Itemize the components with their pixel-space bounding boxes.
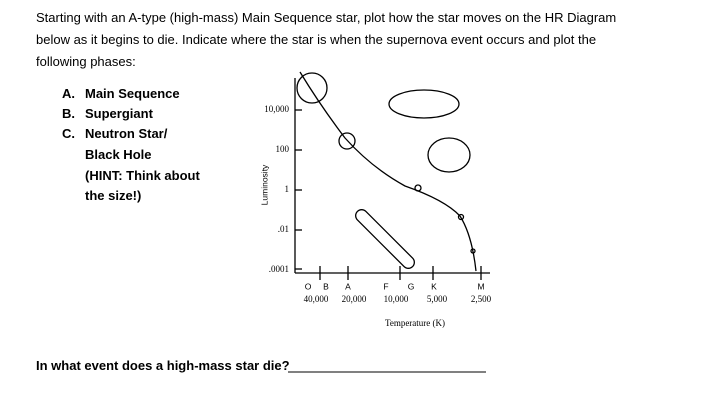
hint: (HINT: Think about — [85, 168, 200, 183]
y-tick-label: .01 — [278, 224, 289, 234]
phase-letter: A. — [62, 86, 75, 101]
temperature-label: 40,000 — [304, 294, 329, 304]
spectral-class: B — [323, 281, 329, 291]
y-tick-label: .0001 — [269, 264, 289, 274]
x-axis-label: Temperature (K) — [385, 318, 445, 328]
y-tick-label: 10,000 — [264, 104, 289, 114]
instruction-line: Starting with an A-type (high-mass) Main… — [36, 10, 617, 25]
star-ellipse — [388, 89, 460, 119]
temperature-label: 20,000 — [342, 294, 367, 304]
spectral-class: M — [477, 281, 484, 291]
star-circle — [457, 213, 465, 221]
star-circle — [414, 184, 422, 192]
question: In what event does a high-mass star die? — [36, 358, 290, 373]
phase-text: Main Sequence — [85, 86, 180, 101]
star-ellipse — [427, 137, 471, 173]
spectral-class: K — [431, 281, 437, 291]
star-circle — [470, 248, 476, 254]
y-axis-ticks — [295, 109, 302, 270]
phase-text: Black Hole — [85, 147, 152, 162]
y-tick-label: 1 — [285, 184, 290, 194]
temperature-label: 5,000 — [427, 294, 448, 304]
spectral-class: O — [305, 281, 312, 291]
spectral-class: G — [408, 281, 415, 291]
phase-text: Supergiant — [85, 106, 153, 121]
spectral-class: F — [383, 281, 388, 291]
temperature-label: 10,000 — [384, 294, 409, 304]
spectral-class: A — [345, 281, 351, 291]
phase-text: Neutron Star/ — [85, 126, 168, 141]
temperature-label: 2,500 — [471, 294, 492, 304]
instruction-line: below as it begins to die. Indicate wher… — [36, 32, 597, 47]
y-tick-label: 100 — [276, 144, 290, 154]
star-capsule — [355, 209, 415, 269]
hint: the size!) — [85, 188, 142, 203]
phase-letter: C. — [62, 126, 75, 141]
main-sequence-curve — [299, 71, 477, 272]
star-circle — [338, 132, 356, 150]
x-axis-ticks — [319, 266, 482, 280]
instruction-line: following phases: — [36, 54, 136, 69]
phase-letter: B. — [62, 106, 75, 121]
star-circle — [296, 72, 328, 104]
y-axis-label: Luminosity — [259, 164, 269, 205]
